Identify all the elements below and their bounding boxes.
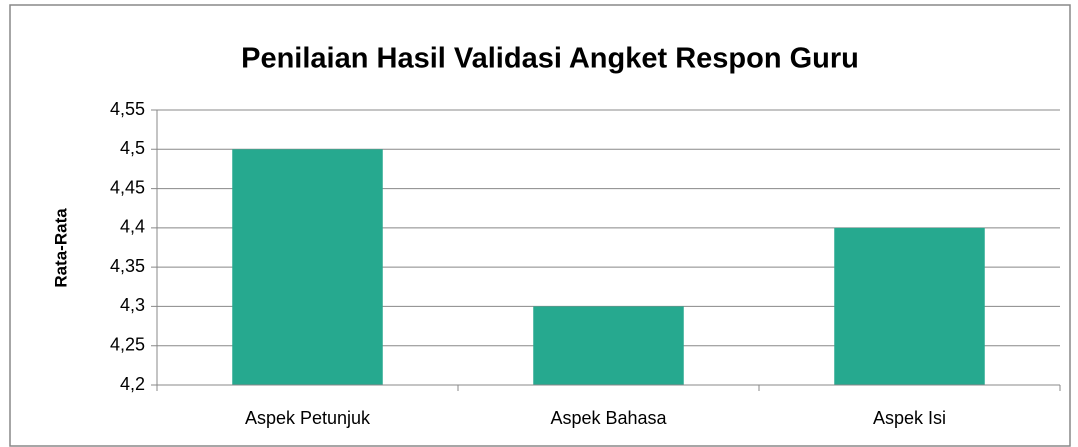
x-tick-label: Aspek Petunjuk [245, 408, 371, 428]
y-tick-label: 4,55 [110, 99, 145, 119]
y-axis-label: Rata-Rata [51, 208, 70, 288]
x-tick-label: Aspek Isi [873, 408, 946, 428]
y-tick-label: 4,25 [110, 334, 145, 354]
y-tick-label: 4,2 [120, 374, 145, 394]
y-tick-label: 4,35 [110, 256, 145, 276]
y-tick-label: 4,5 [120, 138, 145, 158]
y-tick-label: 4,4 [120, 217, 145, 237]
y-tick-label: 4,45 [110, 177, 145, 197]
bar [533, 306, 684, 385]
y-tick-label: 4,3 [120, 295, 145, 315]
chart-title: Penilaian Hasil Validasi Angket Respon G… [241, 43, 859, 75]
x-tick-label: Aspek Bahasa [550, 408, 667, 428]
bar [232, 149, 383, 385]
bar [834, 227, 985, 385]
